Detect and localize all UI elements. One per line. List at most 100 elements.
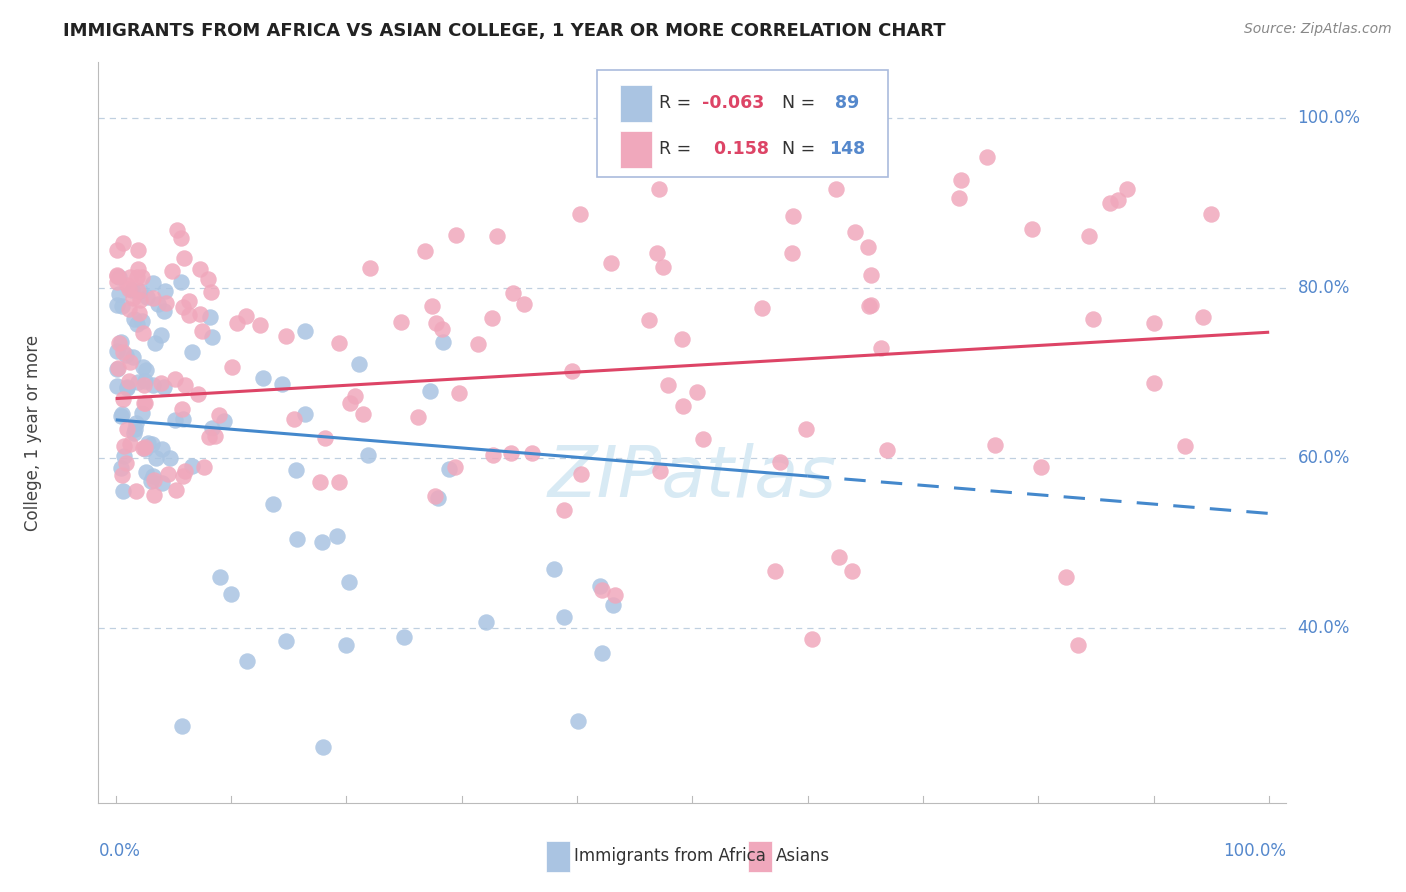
Point	[135, 465, 157, 479]
Point	[447, 386, 470, 401]
Point	[105, 298, 128, 312]
Point	[177, 293, 200, 308]
Point	[481, 311, 503, 326]
Point	[339, 574, 361, 589]
Point	[692, 432, 714, 446]
Point	[948, 190, 970, 204]
Point	[591, 646, 613, 660]
Point	[187, 386, 209, 401]
Point	[252, 371, 274, 385]
Point	[357, 448, 380, 462]
Point	[149, 376, 172, 390]
Point	[1099, 196, 1122, 211]
Point	[172, 300, 194, 314]
Point	[150, 476, 173, 491]
Point	[859, 268, 882, 282]
Point	[142, 469, 165, 483]
Point	[648, 182, 671, 196]
Point	[174, 377, 197, 392]
Point	[134, 441, 156, 455]
Point	[389, 315, 412, 329]
Point	[432, 334, 454, 349]
Point	[262, 497, 284, 511]
Point	[1067, 638, 1090, 652]
Point	[152, 303, 174, 318]
Point	[648, 464, 671, 478]
Point	[553, 502, 575, 516]
Point	[105, 275, 128, 289]
Point	[163, 413, 186, 427]
Point	[599, 255, 621, 269]
Point	[502, 285, 524, 300]
Point	[125, 484, 148, 499]
Point	[311, 535, 333, 549]
Point	[127, 284, 149, 298]
FancyBboxPatch shape	[620, 85, 652, 121]
Point	[359, 260, 381, 275]
Point	[645, 246, 668, 260]
Point	[270, 377, 292, 392]
Text: 100.0%: 100.0%	[1223, 842, 1286, 860]
Point	[418, 384, 440, 398]
Point	[235, 309, 257, 323]
Text: College, 1 year or more: College, 1 year or more	[24, 334, 42, 531]
Point	[160, 264, 183, 278]
Point	[751, 301, 773, 316]
Point	[589, 579, 612, 593]
Point	[274, 329, 297, 343]
Point	[602, 598, 624, 612]
Text: Asians: Asians	[776, 847, 830, 865]
Point	[312, 740, 335, 755]
Point	[198, 310, 221, 324]
Point	[844, 225, 866, 239]
Point	[112, 439, 135, 453]
Point	[801, 632, 824, 646]
Point	[128, 293, 150, 308]
Point	[134, 396, 156, 410]
Point	[567, 714, 589, 728]
Point	[122, 350, 145, 364]
Point	[769, 455, 792, 469]
Text: Immigrants from Africa: Immigrants from Africa	[574, 847, 765, 865]
Point	[111, 299, 134, 313]
Point	[142, 277, 165, 291]
Point	[112, 344, 135, 359]
Point	[117, 422, 139, 436]
Point	[283, 412, 305, 426]
Point	[188, 307, 211, 321]
Text: 148: 148	[830, 140, 865, 159]
Point	[501, 446, 523, 460]
Text: R =: R =	[659, 95, 697, 112]
Text: 60.0%: 60.0%	[1298, 450, 1350, 467]
Point	[172, 412, 194, 426]
Point	[553, 610, 575, 624]
Point	[226, 316, 249, 330]
Text: 89: 89	[830, 95, 859, 112]
Point	[107, 361, 129, 376]
Point	[671, 332, 693, 346]
Point	[569, 467, 592, 482]
Point	[328, 475, 350, 489]
Point	[177, 309, 200, 323]
Point	[142, 291, 165, 305]
Point	[1174, 439, 1197, 453]
Point	[121, 284, 143, 298]
Point	[150, 442, 173, 456]
Point	[569, 207, 592, 221]
Point	[146, 297, 169, 311]
Point	[208, 408, 231, 422]
Point	[122, 291, 145, 305]
Point	[170, 231, 193, 245]
Point	[876, 443, 898, 458]
Point	[204, 429, 226, 443]
Point	[112, 392, 135, 406]
Text: IMMIGRANTS FROM AFRICA VS ASIAN COLLEGE, 1 YEAR OR MORE CORRELATION CHART: IMMIGRANTS FROM AFRICA VS ASIAN COLLEGE,…	[63, 22, 946, 40]
Point	[115, 380, 138, 394]
Text: 0.0%: 0.0%	[98, 842, 141, 860]
Point	[105, 268, 128, 282]
Point	[105, 362, 128, 376]
Point	[212, 414, 235, 428]
Point	[131, 269, 153, 284]
Point	[1083, 311, 1105, 326]
Point	[152, 380, 174, 394]
